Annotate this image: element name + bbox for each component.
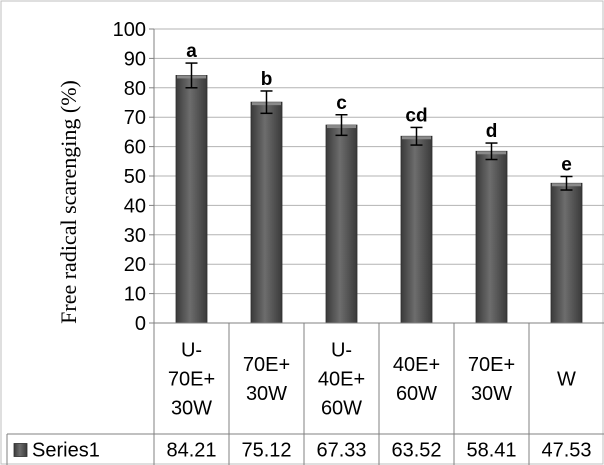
significance-letter: d (486, 121, 498, 142)
x-tick-label-line: 60W (321, 398, 362, 420)
x-tick-label-line: W (557, 369, 576, 391)
bar (325, 124, 358, 324)
x-tick-label-line: 30W (246, 383, 287, 405)
x-tick-label: 40E+ 60W (393, 354, 440, 405)
y-axis-title: Free radical scarenging (%) (56, 80, 81, 324)
significance-letters: a b c cd d e (186, 41, 572, 175)
x-tick-label-line: U- (181, 340, 202, 362)
data-table-value: 75.12 (241, 440, 291, 462)
significance-letter: cd (405, 105, 427, 126)
bar (475, 150, 508, 324)
y-tick-label: 60 (124, 137, 146, 159)
x-tick-label-line: 60W (396, 383, 437, 405)
y-tick-label: 10 (124, 284, 146, 306)
bar (250, 101, 283, 324)
significance-letter: c (336, 93, 347, 114)
y-tick-label: 50 (124, 166, 146, 188)
bars (175, 75, 583, 324)
x-tick-label: 70E+ 30W (468, 354, 515, 405)
x-tick-label-line: 70E+ (243, 354, 290, 376)
bar (400, 135, 433, 324)
y-tick-label: 80 (124, 78, 146, 100)
x-tick-label: W (557, 369, 576, 391)
y-tick-label: 30 (124, 225, 146, 247)
y-tick-label: 40 (124, 195, 146, 217)
x-tick-label: 70E+ 30W (243, 354, 290, 405)
bar (550, 182, 583, 324)
x-tick-label-line: 40E+ (393, 354, 440, 376)
error-bars (185, 62, 573, 191)
y-tick-label: 20 (124, 254, 146, 276)
y-tick-label: 100 (113, 19, 146, 41)
x-tick-label-line: 70E+ (468, 354, 515, 376)
data-table-value: 63.52 (391, 440, 441, 462)
data-table-value: 67.33 (316, 440, 366, 462)
significance-letter: e (561, 154, 572, 175)
data-table: U- 70E+ 30W 70E+ 30W U- 40E+ 60W 40E+ 60W 70E+ 30W W… (6, 323, 604, 465)
y-tick-label: 70 (124, 107, 146, 129)
x-tick-label-line: U- (331, 340, 352, 362)
significance-letter: a (186, 41, 197, 62)
y-axis-ticks: 0 10 20 30 40 50 60 70 80 90 100 (113, 19, 154, 335)
y-tick-label: 90 (124, 48, 146, 70)
legend-key (13, 443, 28, 457)
x-tick-label-line: 30W (171, 398, 212, 420)
bar (175, 75, 208, 324)
significance-letter: b (261, 69, 273, 90)
x-tick-label-line: 30W (471, 383, 512, 405)
gridlines (154, 28, 604, 295)
x-tick-label-line: 40E+ (318, 369, 365, 391)
data-table-value: 47.53 (541, 440, 591, 462)
x-tick-label: U- 70E+ 30W (168, 340, 215, 420)
series-name: Series1 (32, 440, 100, 462)
x-tick-label: U- 40E+ 60W (318, 340, 365, 420)
data-table-value: 84.21 (166, 440, 216, 462)
x-tick-label-line: 70E+ (168, 369, 215, 391)
y-tick-label: 0 (135, 313, 146, 335)
data-table-value: 58.41 (466, 440, 516, 462)
